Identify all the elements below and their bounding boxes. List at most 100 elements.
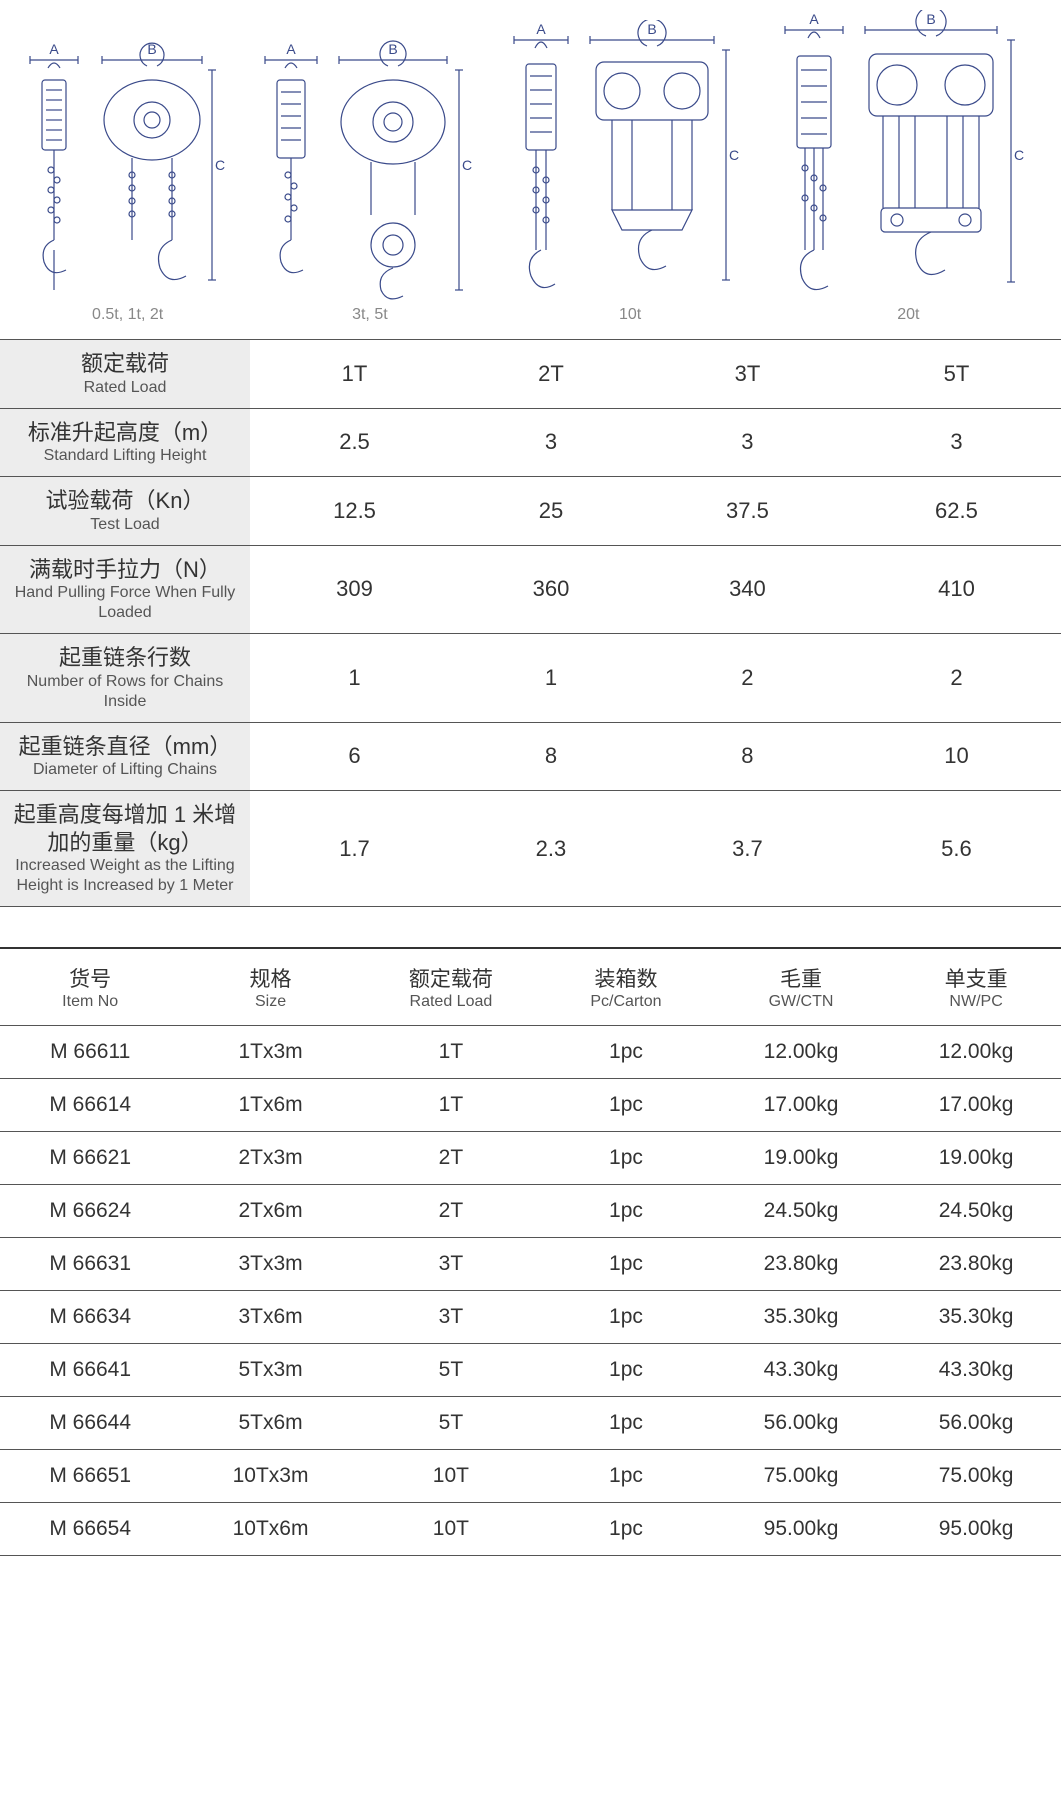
spec-label-en: Standard Lifting Height — [6, 446, 244, 466]
product-header-en: Size — [184, 993, 356, 1011]
dim-label-a: A — [49, 41, 59, 57]
spec-label-cn: 起重链条直径（mm） — [6, 733, 244, 761]
spec-cell: 3.7 — [643, 791, 852, 907]
product-cell: 2Tx3m — [180, 1132, 360, 1185]
product-cell: 1T — [361, 1026, 541, 1079]
spec-label-cn: 起重高度每增加 1 米增加的重量（kg） — [6, 801, 244, 856]
product-row: M 666111Tx3m1T1pc12.00kg12.00kg — [0, 1026, 1061, 1079]
product-cell: M 66614 — [0, 1079, 180, 1132]
product-cell: 43.30kg — [711, 1344, 891, 1397]
product-cell: M 66621 — [0, 1132, 180, 1185]
product-header: 货号Item No — [0, 948, 180, 1026]
product-header: 毛重GW/CTN — [711, 948, 891, 1026]
product-header-en: Item No — [4, 993, 176, 1011]
product-cell: 17.00kg — [891, 1079, 1061, 1132]
product-header-cn: 毛重 — [715, 963, 887, 993]
spec-cell: 2.3 — [459, 791, 643, 907]
hoist-front-2: B C — [331, 40, 481, 300]
product-header-en: NW/PC — [895, 993, 1057, 1011]
product-cell: 1pc — [541, 1344, 711, 1397]
spec-label-cn: 起重链条行数 — [6, 644, 244, 672]
product-header: 单支重NW/PC — [891, 948, 1061, 1026]
product-cell: M 66634 — [0, 1291, 180, 1344]
spec-cell: 1T — [250, 340, 459, 409]
product-cell: 3Tx3m — [180, 1238, 360, 1291]
product-cell: 75.00kg — [891, 1450, 1061, 1503]
spec-label-en: Test Load — [6, 515, 244, 535]
spec-label-cn: 额定载荷 — [6, 350, 244, 378]
product-cell: 1pc — [541, 1026, 711, 1079]
product-cell: 2T — [361, 1185, 541, 1238]
hoist-side-3: A — [508, 20, 574, 300]
spec-cell: 62.5 — [852, 477, 1061, 546]
product-cell: 10Tx6m — [180, 1503, 360, 1556]
product-cell: 12.00kg — [891, 1026, 1061, 1079]
product-cell: M 66644 — [0, 1397, 180, 1450]
product-cell: 95.00kg — [711, 1503, 891, 1556]
dim-label-c: C — [215, 157, 225, 173]
product-header-cn: 单支重 — [895, 963, 1057, 993]
product-cell: 1pc — [541, 1238, 711, 1291]
spec-cell: 5T — [852, 340, 1061, 409]
spec-row-label: 起重高度每增加 1 米增加的重量（kg）Increased Weight as … — [0, 791, 250, 907]
spec-label-en: Increased Weight as the Lifting Height i… — [6, 856, 244, 896]
hoist-front-3: B C — [582, 20, 752, 300]
product-row: M 666141Tx6m1T1pc17.00kg17.00kg — [0, 1079, 1061, 1132]
spec-cell: 3 — [459, 408, 643, 477]
hoist-side-2: A — [259, 40, 323, 300]
spec-label-cn: 试验载荷（Kn） — [6, 487, 244, 515]
spec-cell: 309 — [250, 545, 459, 634]
hoist-side-4: A — [779, 10, 849, 300]
svg-text:A: A — [536, 21, 546, 37]
svg-text:B: B — [388, 41, 397, 57]
spec-cell: 1.7 — [250, 791, 459, 907]
product-row: M 666242Tx6m2T1pc24.50kg24.50kg — [0, 1185, 1061, 1238]
product-cell: 1pc — [541, 1185, 711, 1238]
product-cell: 5Tx3m — [180, 1344, 360, 1397]
page: A B — [0, 0, 1061, 1556]
svg-text:C: C — [1014, 147, 1024, 163]
spec-cell: 8 — [459, 722, 643, 791]
spec-row: 标准升起高度（m）Standard Lifting Height2.5333 — [0, 408, 1061, 477]
diagram-caption-1: 0.5t, 1t, 2t — [92, 306, 163, 324]
product-cell: 95.00kg — [891, 1503, 1061, 1556]
product-cell: 1Tx6m — [180, 1079, 360, 1132]
product-header-en: GW/CTN — [715, 993, 887, 1011]
product-cell: 56.00kg — [711, 1397, 891, 1450]
spec-row-label: 标准升起高度（m）Standard Lifting Height — [0, 408, 250, 477]
product-cell: 23.80kg — [711, 1238, 891, 1291]
product-header-cn: 规格 — [184, 963, 356, 993]
product-cell: M 66651 — [0, 1450, 180, 1503]
product-cell: 24.50kg — [711, 1185, 891, 1238]
spec-cell: 25 — [459, 477, 643, 546]
product-cell: 1pc — [541, 1079, 711, 1132]
product-row: M 6665110Tx3m10T1pc75.00kg75.00kg — [0, 1450, 1061, 1503]
svg-text:A: A — [286, 41, 296, 57]
product-row: M 666445Tx6m5T1pc56.00kg56.00kg — [0, 1397, 1061, 1450]
product-row: M 666415Tx3m5T1pc43.30kg43.30kg — [0, 1344, 1061, 1397]
spec-table: 额定载荷Rated Load1T2T3T5T标准升起高度（m）Standard … — [0, 339, 1061, 907]
spec-label-cn: 标准升起高度（m） — [6, 419, 244, 447]
product-header-en: Rated Load — [365, 993, 537, 1011]
product-cell: 10Tx3m — [180, 1450, 360, 1503]
spec-row: 起重链条直径（mm）Diameter of Lifting Chains6881… — [0, 722, 1061, 791]
product-header: 规格Size — [180, 948, 360, 1026]
product-cell: 1T — [361, 1079, 541, 1132]
spec-row: 试验载荷（Kn）Test Load12.52537.562.5 — [0, 477, 1061, 546]
product-row: M 666343Tx6m3T1pc35.30kg35.30kg — [0, 1291, 1061, 1344]
product-cell: 12.00kg — [711, 1026, 891, 1079]
diagram-row: A B — [0, 0, 1061, 329]
product-cell: 19.00kg — [891, 1132, 1061, 1185]
product-cell: 3T — [361, 1238, 541, 1291]
product-cell: 43.30kg — [891, 1344, 1061, 1397]
product-header: 装箱数Pc/Carton — [541, 948, 711, 1026]
product-cell: 75.00kg — [711, 1450, 891, 1503]
spec-label-cn: 满载时手拉力（N） — [6, 556, 244, 584]
spec-row-label: 起重链条直径（mm）Diameter of Lifting Chains — [0, 722, 250, 791]
product-cell: 1pc — [541, 1450, 711, 1503]
spec-cell: 2.5 — [250, 408, 459, 477]
spec-cell: 37.5 — [643, 477, 852, 546]
hoist-front-4: B C — [857, 10, 1037, 300]
spec-cell: 5.6 — [852, 791, 1061, 907]
product-table: 货号Item No规格Size额定载荷Rated Load装箱数Pc/Carto… — [0, 947, 1061, 1556]
